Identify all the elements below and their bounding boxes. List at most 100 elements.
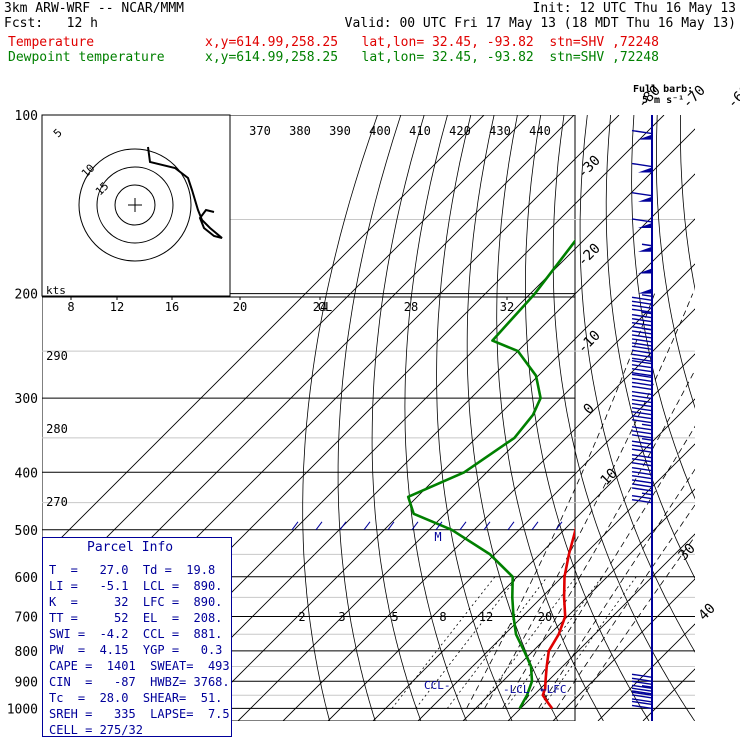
wind-barb (631, 492, 653, 504)
mixing-ratio-label: 2 (298, 610, 305, 624)
mixing-ratio-line (415, 576, 518, 709)
temperature-legend: Temperature (8, 35, 95, 50)
barb-full (631, 342, 653, 347)
barb-full (631, 304, 653, 309)
barb-full (631, 698, 653, 703)
isotherm-line (507, 533, 695, 721)
pressure-label-500: 500 (15, 524, 38, 539)
level-tick (459, 521, 467, 531)
dry-adiabat (404, 115, 467, 721)
mixing-ratio-label: 3 (338, 610, 345, 624)
marker-ccl: CCL- (424, 679, 451, 692)
wind-barb (631, 218, 653, 228)
speed-tick-label: 32 (500, 300, 514, 314)
isotherm-label: 30 (676, 541, 699, 564)
isotherm-line (192, 218, 695, 721)
mixing-ratio-line (505, 576, 603, 709)
barb-full (631, 349, 653, 354)
level-tick (411, 521, 419, 531)
barb-full (631, 385, 653, 391)
barb-full (631, 300, 653, 305)
barb-full (631, 444, 653, 449)
level-tick (363, 521, 371, 531)
pressure-label-700: 700 (15, 611, 38, 626)
barb-key-line2: 5 m s⁻¹ (642, 95, 685, 106)
dry-adiabat (525, 115, 650, 721)
dry-adiabat (337, 115, 402, 721)
dewpoint-curve (406, 239, 575, 710)
dry-adiabat (371, 115, 425, 721)
barb-full (631, 338, 653, 343)
barb-full (631, 673, 653, 678)
wind-barb (638, 288, 652, 294)
hodograph-ring (96, 166, 174, 244)
wind-barb (631, 685, 653, 696)
parcel-row: TT = 52 EL = 208. (49, 611, 223, 625)
mixing-ratio-label: 20 (538, 610, 552, 624)
wind-barb (631, 162, 653, 173)
barb-full (631, 434, 653, 439)
level-tick (387, 521, 395, 531)
wind-barb (631, 345, 653, 362)
barb-full (631, 440, 653, 445)
parcel-row: CIN = -87 HWBZ= 3768. (49, 675, 230, 689)
barb-flag (638, 134, 652, 140)
barb-full (631, 454, 653, 459)
theta-label: 380 (289, 124, 311, 138)
barb-full (631, 487, 653, 492)
barb-full (631, 129, 653, 135)
barb-full (631, 470, 653, 476)
parcel-row: Tc = 28.0 SHEAR= 51. (49, 691, 223, 705)
isotherm-label: -10 (575, 328, 604, 357)
isotherm-label: -60 (725, 83, 740, 112)
barb-full (631, 192, 653, 197)
barb-full (631, 334, 653, 339)
level-tick (435, 521, 443, 531)
parcel-row: SWI = -4.2 CCL = 881. (49, 627, 223, 641)
wind-barb (638, 268, 652, 274)
barb-full (631, 321, 653, 327)
wind-barb (631, 466, 653, 480)
mixing-ratio-label: 5 (391, 610, 398, 624)
barb-full (631, 330, 653, 335)
temperature-location: x,y=614.99,258.25 lat,lon= 32.45, -93.82… (205, 35, 659, 50)
level-tick (531, 521, 539, 531)
barb-full (631, 684, 653, 690)
isotherm-label: 10 (598, 466, 621, 489)
barb-full (631, 402, 653, 408)
pressure-label-600: 600 (15, 571, 38, 586)
barb-half (641, 492, 653, 496)
theta-label: 430 (489, 124, 511, 138)
level-tick (555, 521, 563, 531)
marker-lfc: ←LFC (540, 683, 567, 696)
mixing-ratio-label: 12 (479, 610, 493, 624)
moist-adiabat (556, 504, 695, 709)
level-tick (339, 521, 347, 531)
moist-adiabat (502, 369, 695, 709)
theta-label: 390 (329, 124, 351, 138)
barb-full (631, 308, 653, 313)
wind-barb (638, 243, 653, 252)
barb-full (631, 357, 653, 362)
barb-full (631, 680, 653, 686)
parcel-row: PW = 4.15 YGP = 0.3 (49, 643, 223, 657)
wind-barb (631, 360, 653, 377)
barb-full (631, 448, 653, 453)
model-title: 3km ARW-WRF -- NCAR/MMM (4, 1, 185, 16)
theta-label: 440 (529, 124, 551, 138)
level-tick (291, 521, 299, 531)
level-tick (507, 521, 515, 531)
parcel-row: CAPE = 1401 SWEAT= 493 (49, 659, 230, 673)
speed-tick-label: 24 (313, 300, 327, 314)
theta-label: 410 (409, 124, 431, 138)
barb-full (631, 415, 653, 420)
dry-adiabat (552, 115, 695, 721)
theta-left-label: 270 (46, 495, 68, 509)
barb-full (631, 368, 653, 373)
barb-full (631, 162, 653, 168)
barb-full (631, 677, 653, 682)
isotherm-label: -30 (575, 153, 604, 182)
parcel-info-title: Parcel Info (87, 540, 174, 555)
